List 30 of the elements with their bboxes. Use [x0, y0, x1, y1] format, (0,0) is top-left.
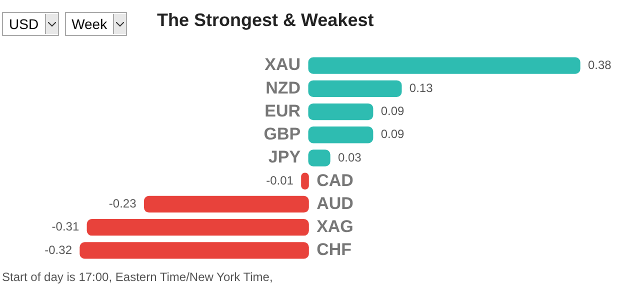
- y-tick-label: CAD: [316, 170, 354, 190]
- bar: [308, 57, 580, 74]
- bar: [80, 242, 309, 259]
- data-label: 0.03: [338, 150, 362, 164]
- data-label: 0.09: [380, 104, 405, 118]
- bar: [308, 103, 374, 120]
- y-tick-label: CHF: [316, 240, 352, 260]
- y-tick-label: GBP: [264, 124, 301, 144]
- bar: [86, 219, 309, 236]
- data-label: -0.01: [266, 173, 294, 188]
- text: Start of day is 17:00, Eastern Time/New York Time,: [2, 270, 273, 284]
- data-label: 0.13: [409, 80, 434, 95]
- bar: [308, 126, 374, 144]
- data-label: 0.09: [380, 127, 405, 142]
- data-label: -0.23: [108, 196, 137, 211]
- data-label: -0.32: [44, 242, 72, 257]
- y-tick-label: XAG: [316, 217, 354, 236]
- y-tick-label: AUD: [316, 194, 354, 213]
- bar: [144, 196, 309, 213]
- bar: [308, 150, 330, 166]
- y-tick-label: JPY: [268, 148, 302, 167]
- data-label: 0.38: [588, 58, 612, 72]
- dropdown: USD: [2, 12, 59, 36]
- bar: [308, 80, 402, 97]
- chart-title: The Strongest & Weakest: [157, 10, 374, 31]
- y-tick-label: NZD: [266, 78, 301, 98]
- data-label: -0.31: [52, 220, 80, 234]
- y-tick-label: EUR: [264, 101, 301, 120]
- y-tick-label: XAU: [264, 55, 301, 74]
- dropdown: Week: [64, 12, 128, 36]
